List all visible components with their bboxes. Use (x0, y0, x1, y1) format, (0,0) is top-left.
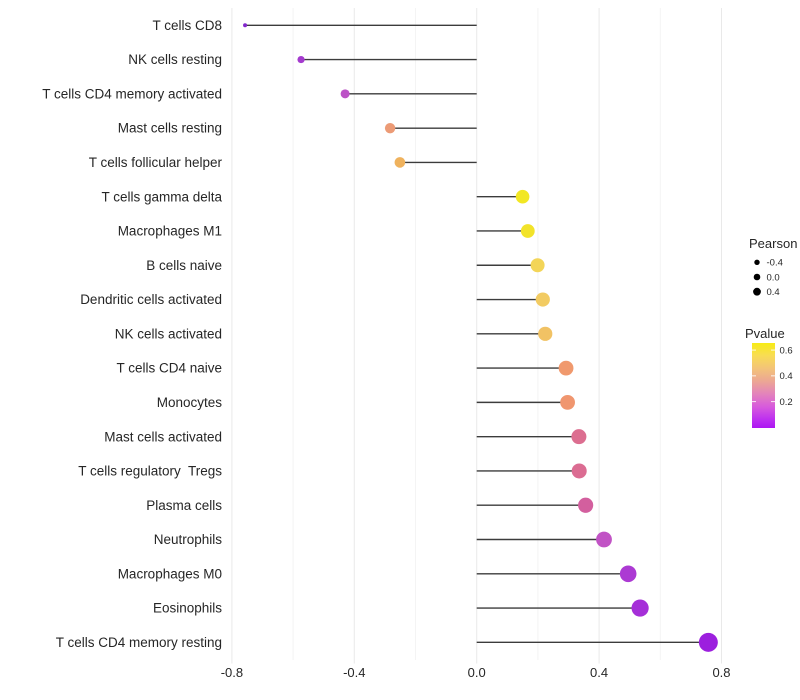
lollipop-row: T cells CD4 naive (116, 360, 574, 376)
lollipop-dot (384, 122, 396, 134)
colorbar-tick-label: 0.4 (780, 371, 793, 382)
category-label: T cells CD4 memory activated (42, 86, 222, 101)
lollipop-dot (243, 23, 248, 28)
pearson-legend-label: 0.4 (767, 287, 780, 298)
x-axis-tick-label: -0.8 (221, 665, 243, 680)
x-axis-tick-label: 0.4 (590, 665, 608, 680)
category-label: T cells CD4 naive (116, 361, 222, 376)
gridlines (231, 8, 722, 664)
category-label: Dendritic cells activated (80, 292, 222, 307)
pvalue-color-legend: Pvalue 0.6 0.4 0.2 (745, 326, 793, 428)
category-label: NK cells resting (128, 52, 222, 67)
lollipop-row: Mast cells activated (104, 429, 587, 445)
lollipop-dot (560, 394, 575, 410)
lollipop-dot (535, 292, 550, 307)
lollipop-dot (619, 565, 637, 583)
lollipop-dot (631, 599, 649, 617)
category-label: T cells CD8 (152, 18, 222, 33)
lollipop-row: T cells CD8 (152, 18, 477, 33)
lollipop-dot (698, 632, 718, 652)
category-label: T cells CD4 memory resting (56, 635, 222, 650)
pearson-legend-label: 0.0 (767, 272, 780, 283)
lollipop-dot (578, 497, 594, 513)
lollipop-dot (520, 224, 535, 238)
lollipop-dot (394, 157, 406, 168)
x-axis-tick-label: -0.4 (343, 665, 365, 680)
lollipop-dot (571, 463, 587, 479)
category-label: Monocytes (157, 395, 223, 410)
lollipop-row: T cells gamma delta (101, 189, 530, 204)
lollipop-row: Neutrophils (154, 531, 612, 548)
x-axis: -0.8 -0.4 0.0 0.4 0.8 (221, 665, 731, 680)
lollipop-row: NK cells activated (115, 326, 553, 341)
category-label: Mast cells resting (118, 121, 222, 136)
lollipop-row: Plasma cells (146, 497, 594, 513)
pearson-legend-title: Pearson (749, 236, 797, 251)
category-label: B cells naive (146, 258, 222, 273)
colorbar-tick-label: 0.2 (780, 397, 793, 408)
lollipop-dot (571, 429, 587, 445)
category-label: Macrophages M0 (118, 566, 222, 581)
category-label: NK cells activated (115, 326, 222, 341)
pearson-legend-label: -0.4 (767, 258, 783, 269)
category-label: Mast cells activated (104, 429, 222, 444)
lollipop-dot (530, 258, 545, 273)
category-label: Macrophages M1 (118, 224, 222, 239)
lollipop-dot (558, 360, 574, 376)
category-label: T cells gamma delta (101, 189, 222, 204)
x-axis-tick-label: 0.0 (468, 665, 486, 680)
category-label: T cells follicular helper (89, 155, 223, 170)
lollipop-row: T cells regulatory Tregs (78, 463, 587, 479)
lollipop-row: Macrophages M1 (118, 224, 535, 239)
category-label: Neutrophils (154, 532, 223, 547)
x-axis-tick-label: 0.8 (712, 665, 730, 680)
category-label: Plasma cells (146, 498, 222, 513)
lollipop-dot (297, 55, 305, 64)
lollipop-row: Monocytes (157, 394, 575, 410)
pearson-legend-dot (753, 273, 761, 281)
lollipop-dot (340, 89, 350, 99)
lollipop-row: NK cells resting (128, 52, 477, 67)
lollipop-row: B cells naive (146, 258, 545, 273)
lollipop-row: Eosinophils (153, 599, 649, 617)
lollipop-dot (538, 326, 553, 341)
colorbar-tick-label: 0.6 (780, 345, 793, 356)
pearson-size-legend: Pearson -0.4 0.0 0.4 (749, 236, 797, 298)
lollipop-dot (596, 531, 612, 548)
category-label: Eosinophils (153, 601, 222, 616)
lollipop-row: T cells CD4 memory activated (42, 86, 477, 101)
category-label: T cells regulatory Tregs (78, 464, 222, 479)
lollipop-dot (515, 189, 530, 204)
lollipop-row: Dendritic cells activated (80, 292, 550, 307)
pearson-legend-dot (754, 259, 760, 265)
lollipop-row: T cells CD4 memory resting (56, 632, 718, 652)
pvalue-colorbar (752, 343, 775, 428)
lollipop-row: Mast cells resting (118, 121, 477, 136)
pvalue-legend-title: Pvalue (745, 326, 785, 341)
lollipop-row: Macrophages M0 (118, 565, 637, 583)
pearson-legend-dot (753, 287, 761, 296)
lollipop-row: T cells follicular helper (89, 155, 477, 170)
